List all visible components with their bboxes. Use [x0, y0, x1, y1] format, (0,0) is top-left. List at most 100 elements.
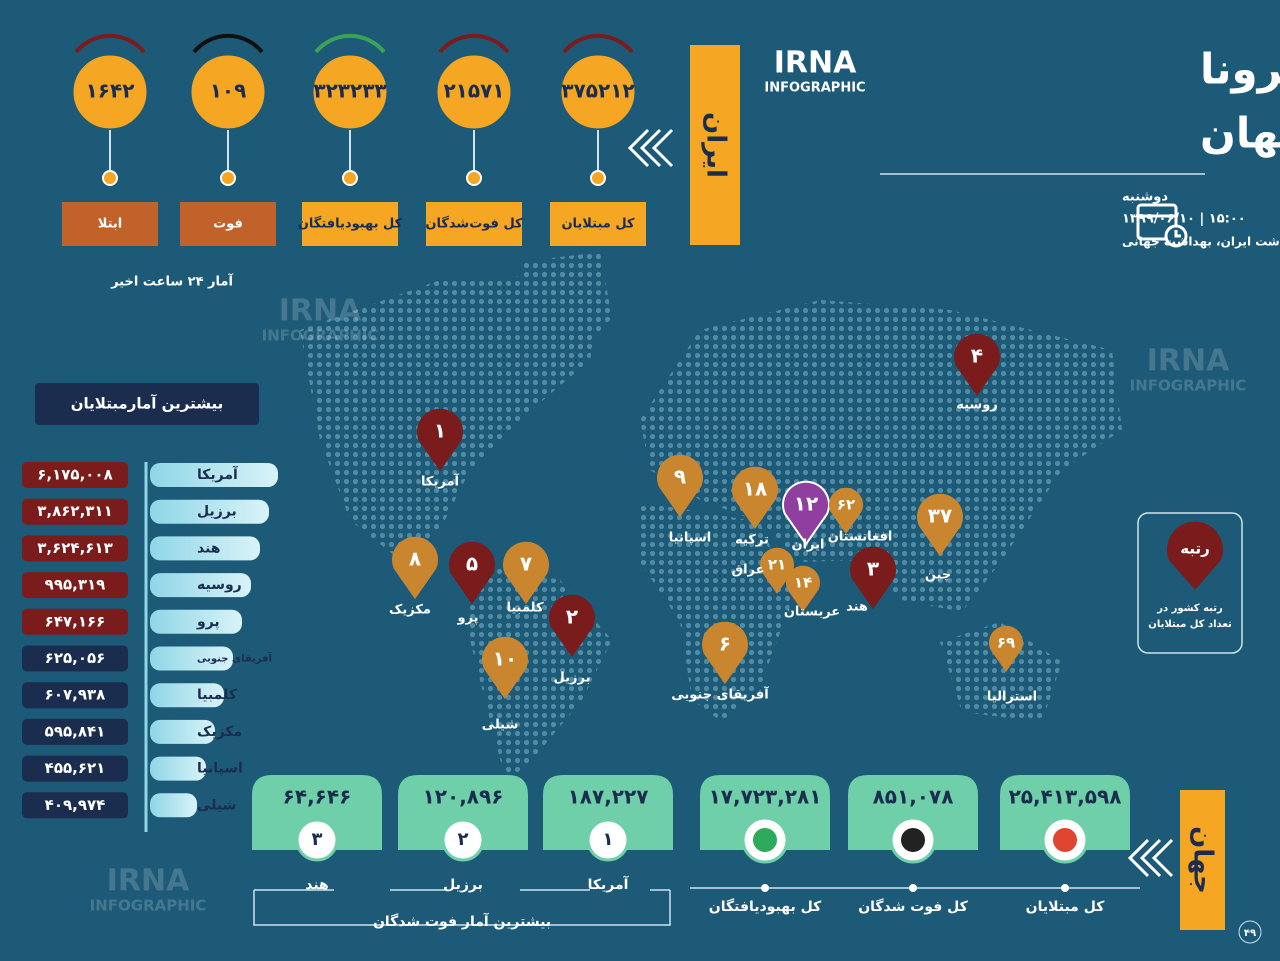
value-pill: [22, 498, 128, 525]
page-badge: [1238, 920, 1262, 944]
value-pill: [22, 718, 128, 745]
pin-rank: ۶: [719, 632, 731, 656]
case-country: آفریقای جنوبی: [197, 652, 273, 665]
stat-label: کل مبتلایان: [561, 217, 635, 232]
country-bar: [150, 463, 278, 487]
world-bar: [1180, 790, 1225, 930]
case-value: ۶,۱۷۵,۰۰۸: [37, 466, 112, 484]
deaths-bracket: [253, 889, 671, 926]
watermark: INFOGRAPHIC: [90, 897, 207, 915]
legend-pin: [1167, 521, 1223, 590]
pin-rank: ۱۲: [794, 492, 818, 516]
pin-rank: ۷: [520, 552, 532, 576]
pin-country: آمریکا: [421, 473, 459, 490]
case-value: ۴۰۹,۹۷۴: [45, 796, 106, 814]
stat-label-box: [302, 202, 398, 246]
case-country: برزیل: [197, 504, 237, 520]
iran-label: ایران: [701, 112, 731, 178]
country-bar: [150, 536, 260, 561]
pin-country: آفریقای جنوبی: [671, 686, 769, 703]
stem-dot: [466, 170, 482, 186]
watermark: INFOGRAPHIC: [262, 327, 379, 345]
stat-value: ۱۶۴۲: [86, 79, 135, 103]
stat-label: فوت: [213, 217, 243, 232]
death-country: آمریکا: [588, 875, 630, 893]
watermark: IRNA: [1147, 344, 1230, 379]
pin-country: روسیه: [956, 398, 998, 413]
stat-value: ۳۷۵۲۱۲: [561, 79, 634, 103]
case-country: آمریکا: [197, 465, 239, 483]
title: آمـار کـرونا: [1200, 44, 1280, 95]
pin-rank: ۳: [867, 557, 879, 581]
world-value: ۸۵۱,۰۷۸: [873, 785, 954, 809]
value-pill: [22, 645, 128, 672]
value-pill: [22, 572, 128, 599]
stat-label: کل فوت‌شدگان: [425, 216, 523, 232]
pin-rank: ۱۴: [794, 574, 812, 592]
pin-country: مکزیک: [389, 603, 431, 618]
pin-country: استرالیا: [987, 690, 1037, 705]
legend-title: رتبه: [1180, 540, 1210, 558]
value-pill: [22, 755, 128, 782]
pin: [657, 454, 703, 518]
pin: [417, 408, 463, 472]
stat-arc: [314, 34, 386, 54]
world-icon-inner: [901, 828, 925, 852]
pin: [392, 536, 438, 600]
world-label: کل مبتلایان: [1026, 899, 1106, 915]
stem-dot: [102, 170, 118, 186]
stat-value: ۱۰۹: [210, 79, 247, 103]
death-rank: ۳: [312, 829, 323, 850]
pin-rank: ۲۱: [768, 556, 786, 574]
iran-note: آمار ۲۴ ساعت اخیر: [110, 273, 233, 290]
pin-country: چین: [925, 568, 951, 583]
pin: [702, 621, 748, 685]
case-country: شیلی: [197, 797, 236, 813]
pin: [829, 487, 863, 534]
death-rank: ۱: [603, 829, 614, 850]
world-value: ۲۵,۴۱۳,۵۹۸: [1009, 785, 1122, 809]
case-country: هند: [197, 540, 221, 556]
watermark: IRNA: [107, 864, 190, 899]
stat-arc: [192, 34, 264, 54]
world-label: کل بهبودیافتگان: [709, 898, 822, 915]
stat-value: ۲۱۵۷۱: [443, 79, 504, 103]
country-bar: [150, 793, 197, 818]
logo: IRNA: [774, 46, 857, 81]
title: در ایـران و جـهان: [1200, 109, 1280, 159]
pin-country: اسپانیا: [669, 531, 712, 546]
watermark: IRNA: [279, 294, 362, 329]
death-card: [543, 775, 673, 850]
country-bar: [150, 646, 233, 671]
pin-country: عربستان: [784, 605, 840, 620]
list-title-box: [35, 383, 259, 425]
world-icon-inner: [753, 828, 777, 852]
pin: [549, 594, 595, 658]
pin-country: شیلی: [482, 718, 519, 733]
pin: [786, 565, 820, 612]
stat-arc: [74, 34, 146, 54]
legend-text: رتبه کشور در تعداد کل مبتلایان: [1148, 603, 1232, 630]
death-value: ۱۲۰,۸۹۶: [423, 785, 504, 809]
stem-dot: [590, 170, 606, 186]
pin-rank: ۳۷: [928, 504, 952, 528]
page-number: ۴۹: [1244, 928, 1256, 939]
case-country: پرو: [196, 614, 220, 630]
death-card: [252, 775, 382, 850]
value-pill: [22, 792, 128, 819]
source: منبع: وزارت بهداشت ایران، بهداشت جهانی: [1122, 235, 1280, 250]
pin: [782, 480, 830, 546]
stem-dot: [220, 170, 236, 186]
stat-value: ۳۲۳۲۳۳: [313, 79, 386, 103]
pin: [760, 547, 794, 594]
stat-dot: [909, 884, 917, 892]
pin-rank: ۱۸: [743, 477, 767, 501]
case-value: ۶۴۷,۱۶۶: [45, 612, 106, 630]
death-value: ۶۴,۶۴۶: [283, 785, 352, 809]
date-time: ۱۳۹۹/۰۶/۱۰ | ۱۵:۰۰: [1122, 212, 1246, 227]
pin-country: ترکیه: [735, 533, 769, 548]
pin: [481, 636, 528, 700]
pin: [502, 541, 549, 605]
legend-box: [1137, 512, 1243, 654]
deaths-title: بیشترین آمار فوت شدگان: [373, 912, 551, 930]
